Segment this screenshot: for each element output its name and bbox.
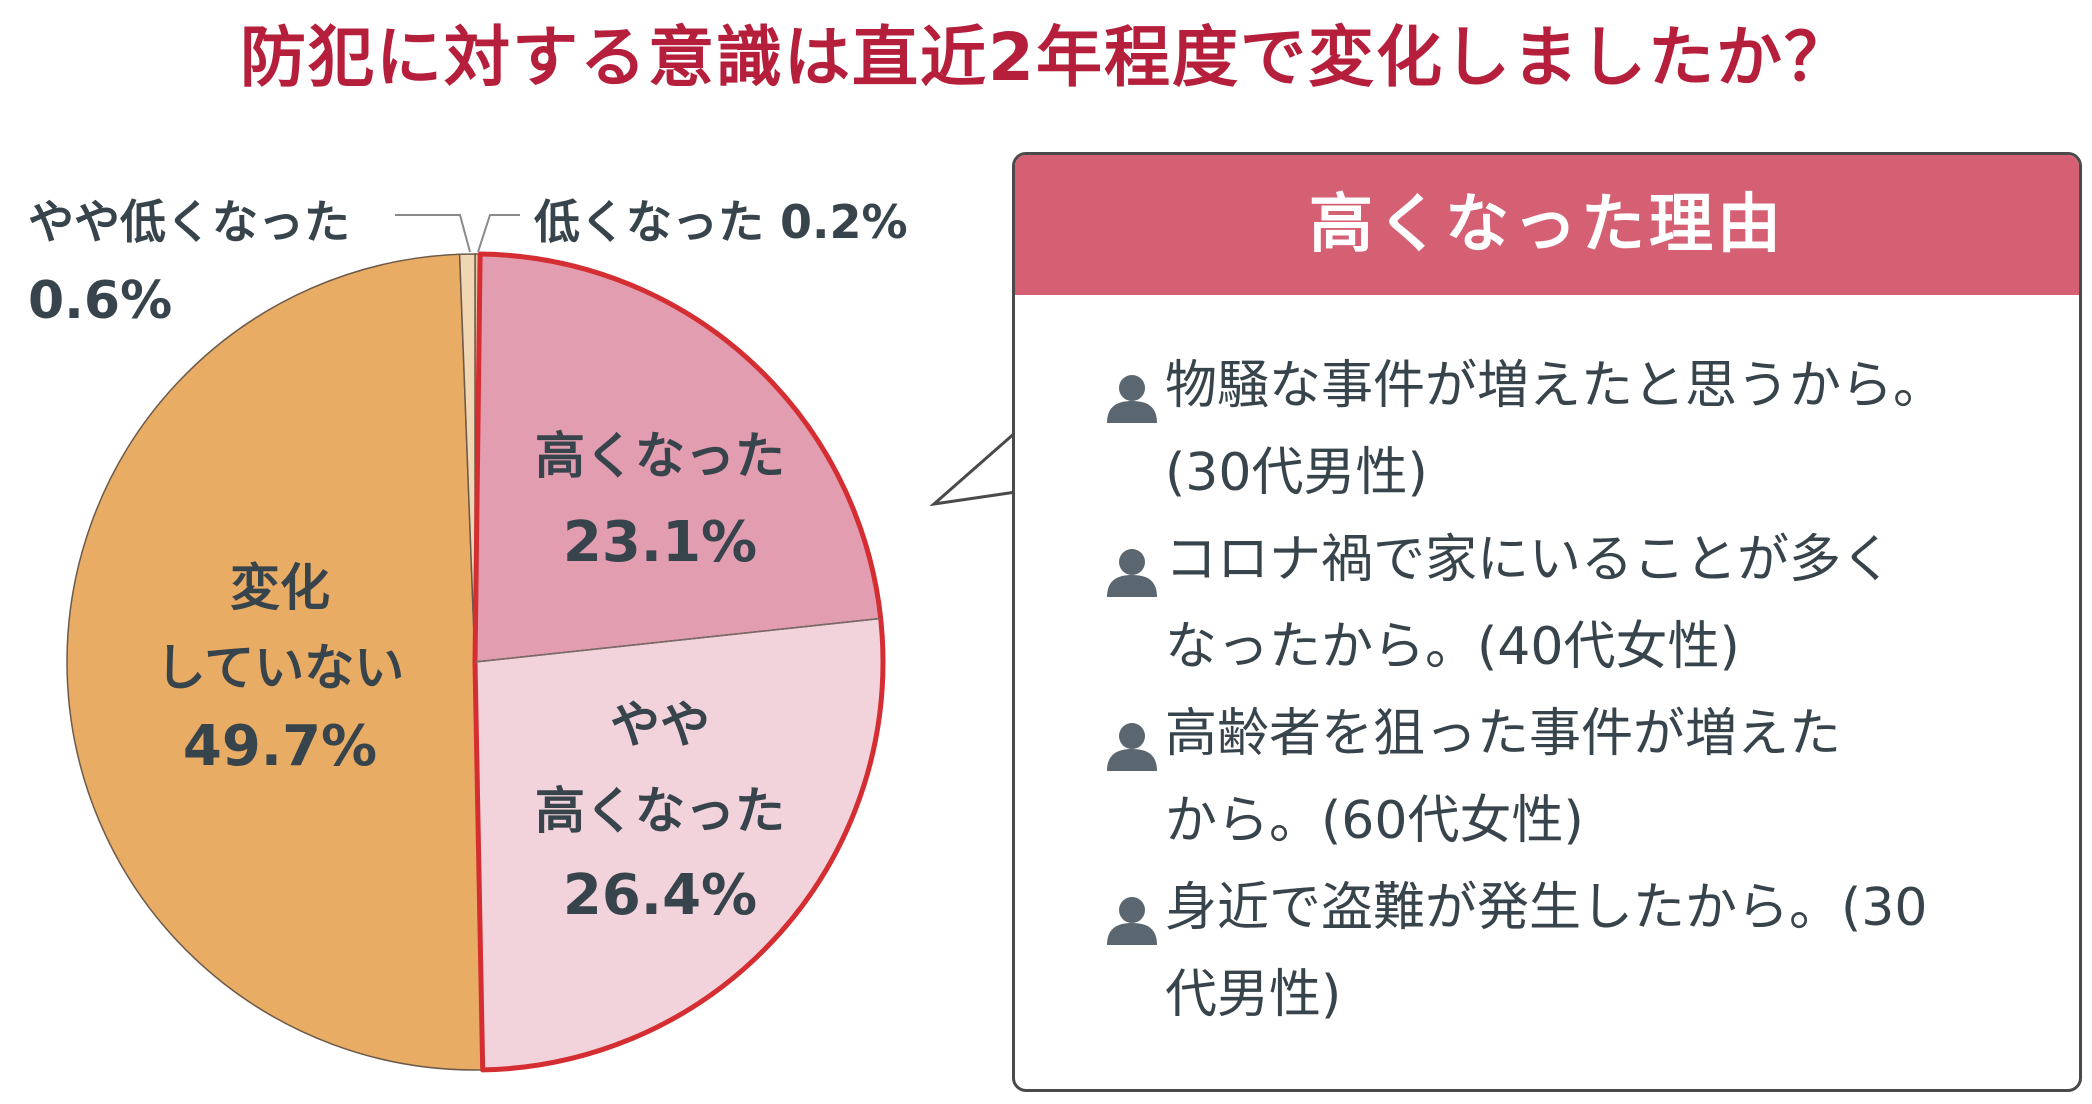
person-icon xyxy=(1103,363,1161,423)
reason-text-line: コロナ禍で家にいることが多く xyxy=(1165,530,1894,590)
reason-text-line: (30代男性) xyxy=(1165,443,1428,503)
reason-text-line: 代男性) xyxy=(1165,965,1342,1025)
highlight-outline xyxy=(472,251,886,1073)
slice-label-no-change-line-1: していない xyxy=(156,639,405,697)
slice-label-high-line-0: 高くなった xyxy=(535,427,785,485)
slice-label-somewhat-high-line-2: 26.4% xyxy=(563,863,757,928)
reason-list: 物騒な事件が増えたと思うから。 (30代男性) コロナ禍で家にいることが多く なったか… xyxy=(1015,295,2079,1039)
person-icon xyxy=(1103,537,1161,597)
reason-item: 高齢者を狙った事件が増えた から。(60代女性) xyxy=(1103,691,2019,865)
callout-title: 高くなった理由 xyxy=(1015,155,2079,295)
pie-slice-4 xyxy=(458,253,476,663)
pie-slice-3 xyxy=(66,253,484,1071)
reason-text-line: 身近で盗難が発生したから。(30 xyxy=(1165,878,1928,938)
leader-line-somewhat-low xyxy=(395,214,471,253)
callout-tail xyxy=(930,430,1017,507)
reason-item: 物騒な事件が増えたと思うから。 (30代男性) xyxy=(1103,343,2019,517)
leader-line-low xyxy=(477,214,520,253)
slice-label-no-change-line-2: 49.7% xyxy=(183,714,377,779)
chart-title: 防犯に対する意識は直近2年程度で変化しましたか？ xyxy=(240,19,1852,96)
outer-value-somewhat-low: 0.6% xyxy=(28,271,172,331)
reason-item: 身近で盗難が発生したから。(30 代男性) xyxy=(1103,865,2019,1039)
person-icon xyxy=(1103,885,1161,945)
reason-text-line: 物騒な事件が増えたと思うから。 xyxy=(1165,356,1946,416)
slice-label-somewhat-high-line-1: 高くなった xyxy=(535,782,785,840)
person-icon xyxy=(1103,711,1161,771)
pie-chart: 高くなった23.1%やや高くなった26.4%変化していない49.7%やや低くなっ… xyxy=(28,195,908,1073)
slice-label-high-line-1: 23.1% xyxy=(563,510,757,575)
outer-label-low: 低くなった 0.2% xyxy=(534,195,908,249)
reason-item: コロナ禍で家にいることが多く なったから。(40代女性) xyxy=(1103,517,2019,691)
reason-text-line: 高齢者を狙った事件が増えた xyxy=(1165,704,1842,764)
pie-slice-2 xyxy=(474,617,884,1071)
slice-label-no-change-line-0: 変化 xyxy=(230,559,330,617)
outer-label-somewhat-low: やや低くなった xyxy=(28,195,350,249)
reason-text-line: から。(60代女性) xyxy=(1165,791,1584,851)
slice-label-somewhat-high-line-0: やや xyxy=(610,696,710,754)
reason-text-line: なったから。(40代女性) xyxy=(1165,617,1740,677)
slice-divider xyxy=(474,617,881,663)
reasons-callout: 高くなった理由 物騒な事件が増えたと思うから。 (30代男性) コロナ禍で家にいるこ… xyxy=(1012,152,2082,1092)
